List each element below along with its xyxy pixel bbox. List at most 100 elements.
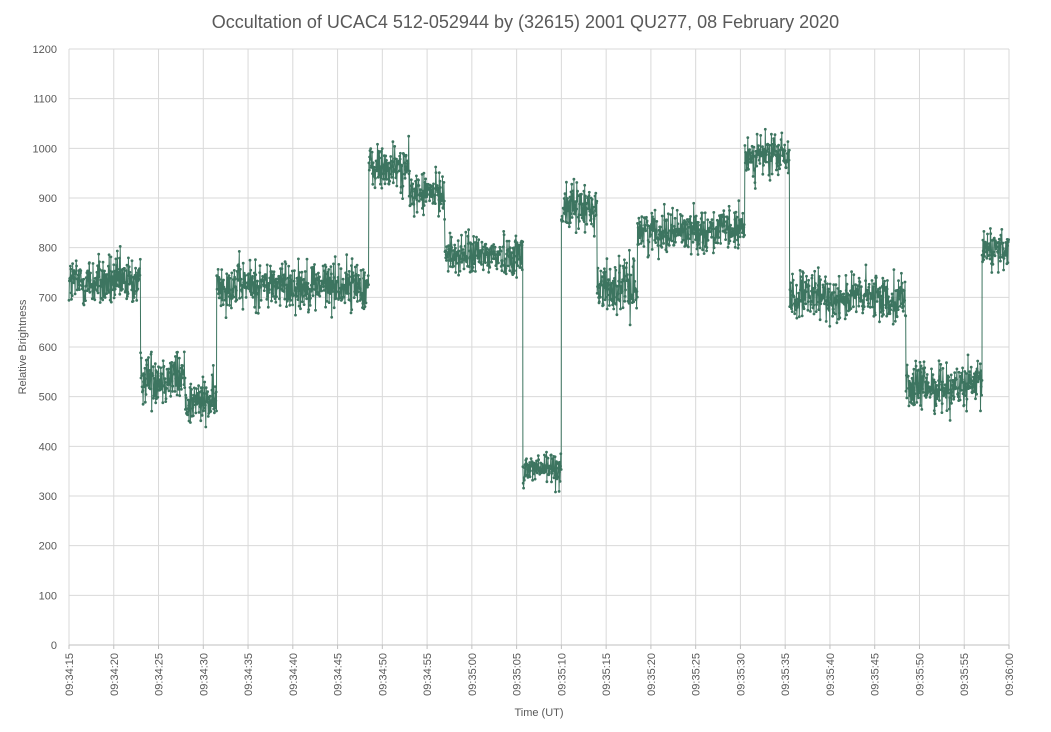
data-point <box>268 288 271 291</box>
data-point <box>814 310 818 313</box>
data-point <box>955 378 958 381</box>
data-point <box>792 295 796 299</box>
data-point <box>751 175 755 178</box>
data-point <box>657 233 661 236</box>
data-point <box>535 471 539 475</box>
data-point <box>443 218 446 221</box>
data-point <box>850 270 853 274</box>
data-point <box>142 385 146 389</box>
data-point <box>436 190 439 194</box>
data-point <box>128 270 132 274</box>
data-point <box>838 311 841 315</box>
data-point <box>965 409 968 413</box>
data-point <box>82 303 86 307</box>
data-point <box>731 233 735 237</box>
data-point <box>267 291 271 294</box>
data-point <box>649 233 652 237</box>
data-point <box>573 212 577 216</box>
data-point <box>450 235 453 239</box>
data-point <box>972 385 976 389</box>
data-point <box>455 261 459 265</box>
data-point <box>810 276 814 280</box>
data-point <box>872 285 875 288</box>
data-point <box>825 303 828 307</box>
data-point <box>372 174 376 178</box>
data-point <box>866 305 870 308</box>
data-point <box>292 279 296 283</box>
data-point <box>610 281 614 285</box>
data-point <box>191 397 194 400</box>
data-point <box>999 238 1003 242</box>
data-point <box>163 381 167 384</box>
data-point <box>352 279 356 282</box>
data-point <box>816 288 819 292</box>
data-point <box>998 256 1002 259</box>
data-point <box>398 157 402 161</box>
data-point <box>274 277 278 281</box>
data-point <box>892 268 896 271</box>
data-point <box>919 370 923 374</box>
data-point <box>541 468 545 472</box>
data-point <box>373 171 376 175</box>
data-point <box>760 151 764 154</box>
data-point <box>985 256 989 260</box>
data-point <box>243 280 247 284</box>
data-point <box>271 295 275 298</box>
data-point <box>679 233 683 237</box>
data-point <box>438 209 441 213</box>
data-point <box>162 384 166 388</box>
data-point <box>509 256 513 260</box>
data-point <box>731 227 735 231</box>
data-point <box>240 289 244 293</box>
data-point <box>750 157 753 161</box>
x-tick-label: 09:34:25 <box>154 653 166 696</box>
data-point <box>105 292 108 295</box>
data-point <box>691 240 695 244</box>
data-point <box>141 389 145 393</box>
data-point <box>572 208 575 212</box>
data-point <box>473 262 476 265</box>
data-point <box>690 221 693 225</box>
data-point <box>617 254 621 258</box>
data-point <box>168 371 172 374</box>
data-point <box>844 289 848 292</box>
data-point <box>110 280 114 284</box>
y-tick-label: 500 <box>39 392 57 404</box>
data-point <box>102 279 105 283</box>
data-point <box>493 245 497 249</box>
data-point <box>611 290 615 294</box>
data-point <box>549 453 553 457</box>
data-point <box>458 269 462 273</box>
data-point <box>768 143 771 147</box>
data-point <box>592 234 596 238</box>
data-point <box>900 271 903 275</box>
data-point <box>726 217 730 221</box>
data-point <box>856 284 860 288</box>
data-point <box>502 233 506 237</box>
data-point <box>239 277 243 281</box>
series-line-0 <box>68 129 1010 493</box>
data-point <box>248 287 252 291</box>
data-point <box>826 295 829 299</box>
data-point <box>628 248 631 252</box>
data-point <box>1006 240 1010 244</box>
data-point <box>160 387 163 391</box>
data-point <box>576 215 580 219</box>
data-point <box>183 376 187 380</box>
data-point <box>213 411 216 415</box>
data-point <box>758 162 762 165</box>
data-point <box>105 273 109 276</box>
data-point <box>401 184 405 188</box>
data-point <box>762 147 766 151</box>
data-point <box>123 267 126 270</box>
data-point <box>815 300 819 304</box>
data-point <box>935 397 939 401</box>
data-point <box>498 246 502 249</box>
data-point <box>912 388 916 392</box>
data-point <box>537 458 540 462</box>
x-tick-label: 09:36:00 <box>1004 653 1016 696</box>
data-point <box>613 277 616 280</box>
data-point <box>382 177 385 181</box>
data-point <box>149 375 153 379</box>
data-point <box>953 380 956 384</box>
